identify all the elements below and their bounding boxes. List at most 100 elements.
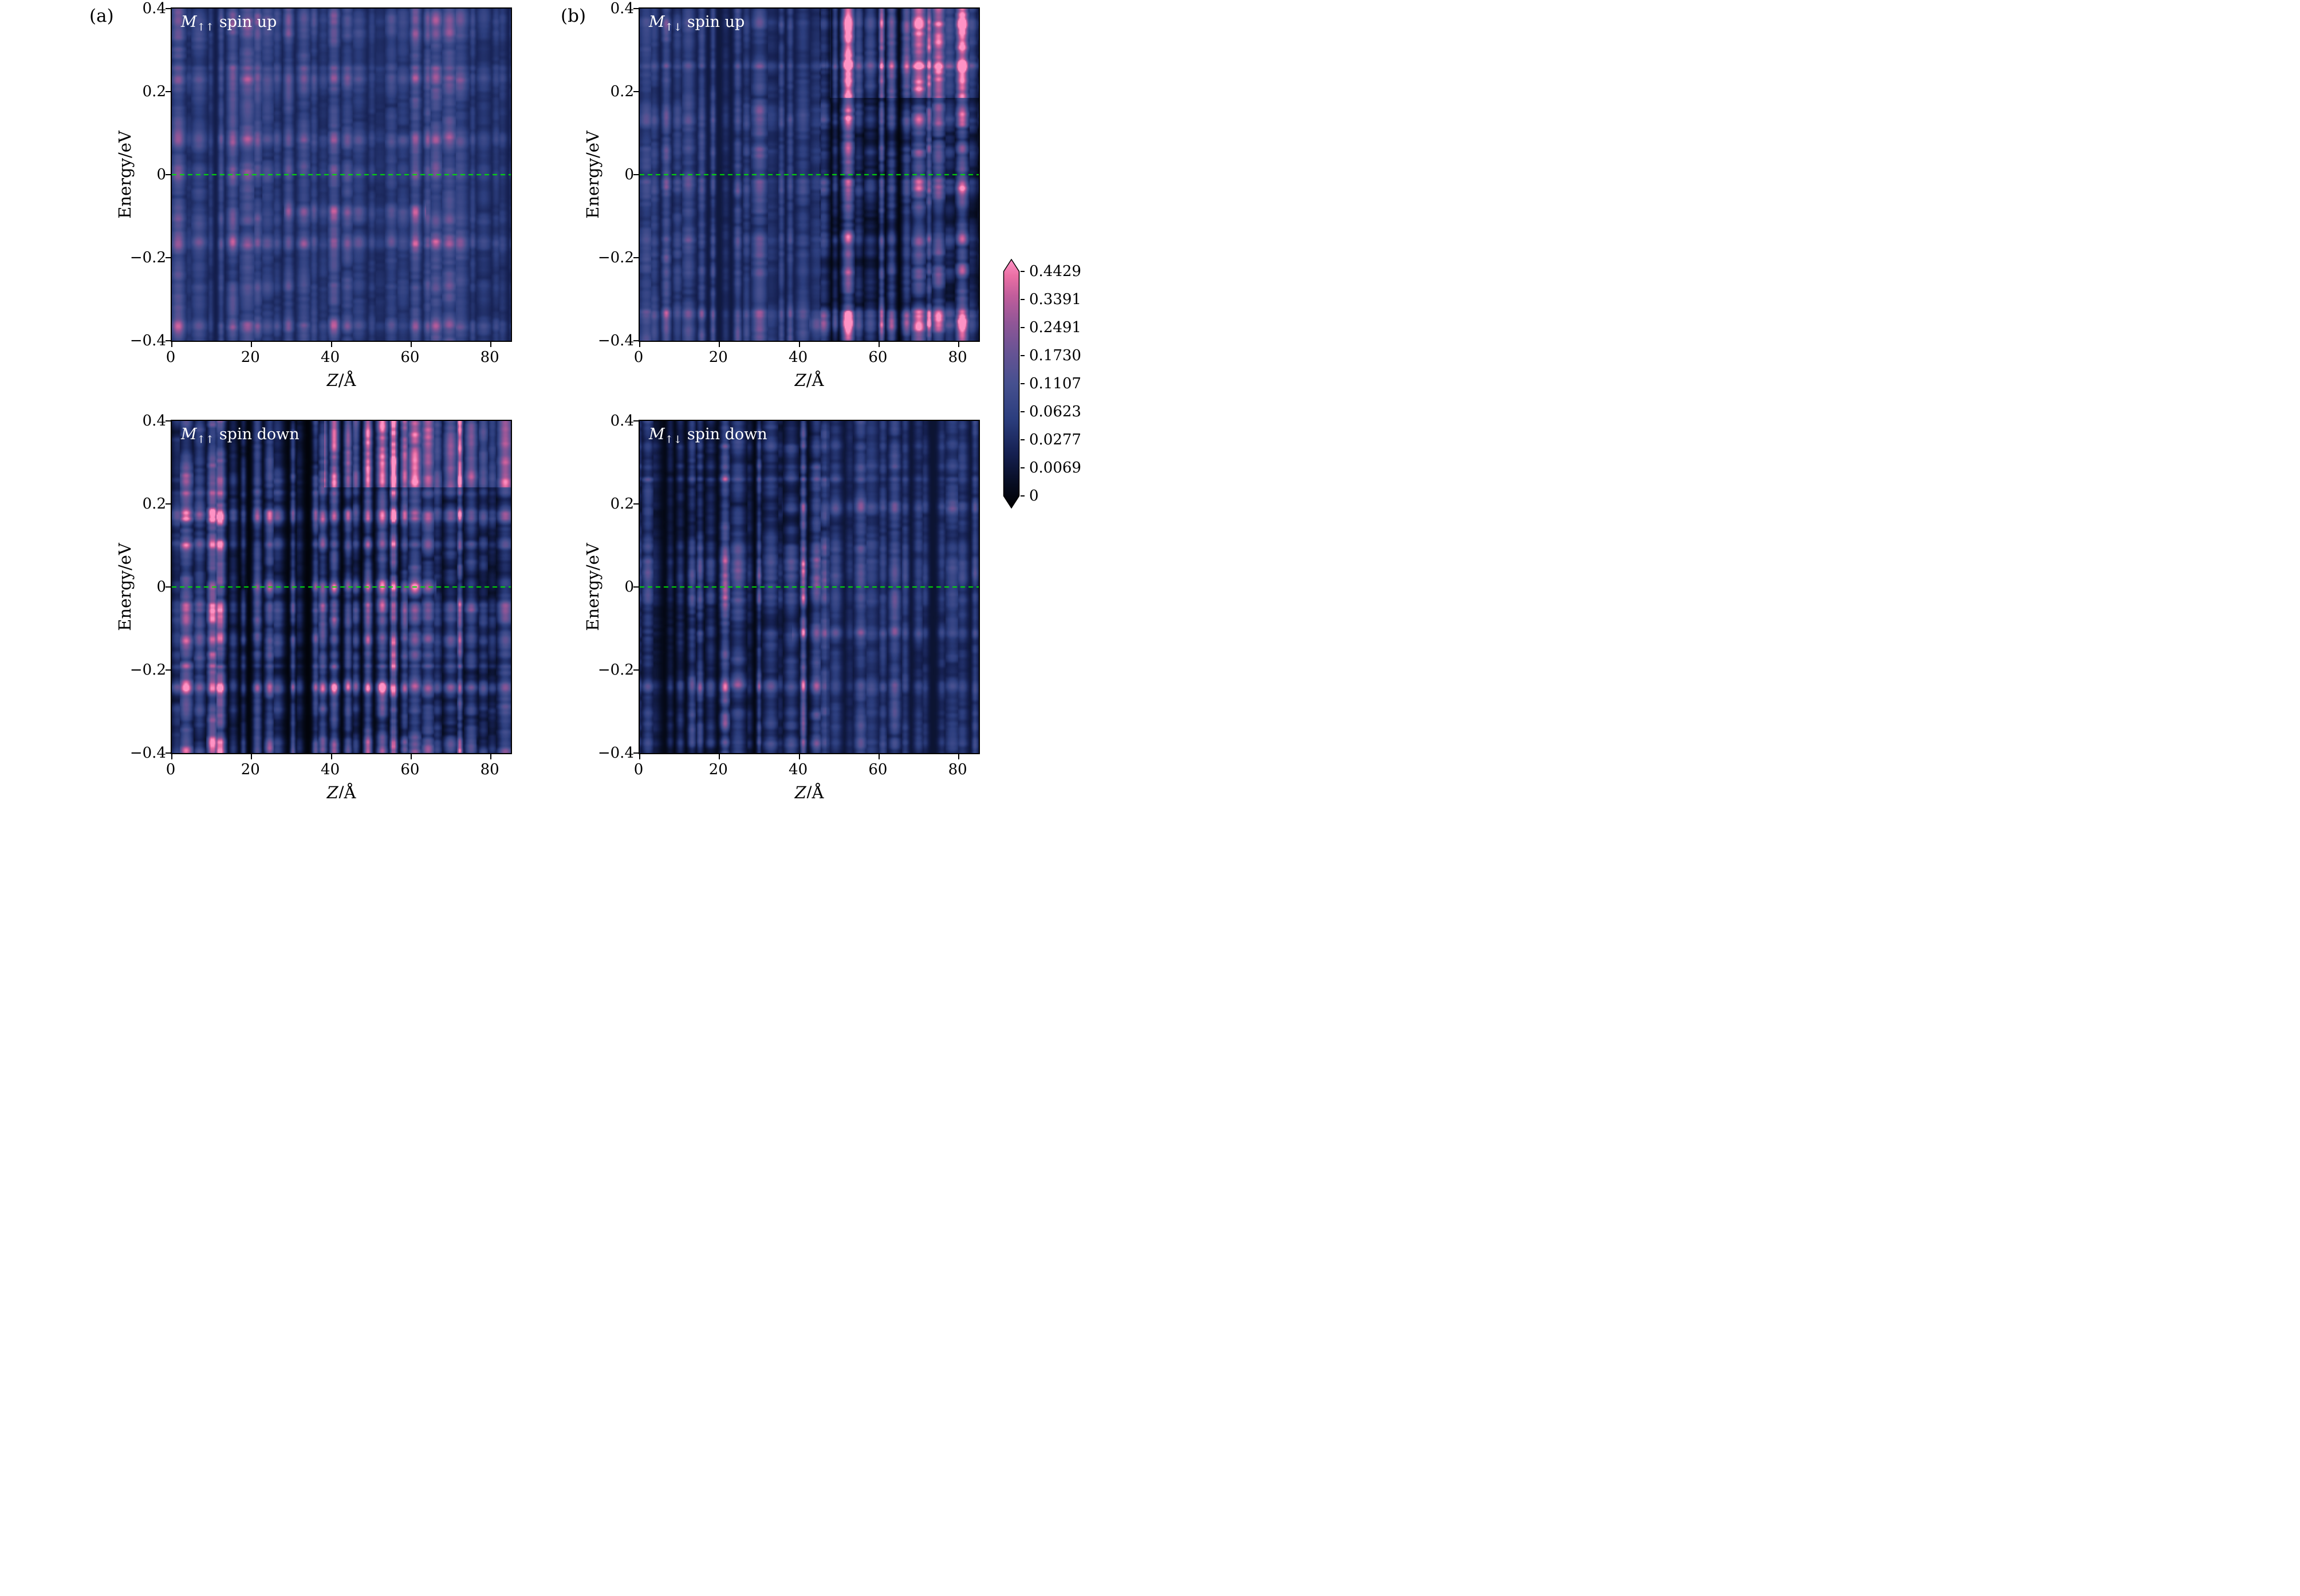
colorbar-tick-mark	[1021, 327, 1025, 328]
y-tick-labels: 0.4 0.2 0 −0.2 −0.4	[596, 0, 634, 349]
y-tick-label: −0.4	[597, 332, 634, 349]
x-tick-label: 20	[241, 761, 260, 778]
y-tick-label: −0.2	[597, 249, 634, 266]
panel-b-bottom: Energy/eV 0.4 0.2 0 −0.2 −0.4 M↑↓ spin down 0…	[581, 412, 982, 798]
colorbar-tick-mark	[1021, 467, 1025, 468]
x-axis-label: Z/Å	[794, 783, 824, 798]
heatmap-plot-b-top: M↑↓ spin up	[633, 7, 980, 347]
y-tick-mark	[166, 752, 171, 754]
x-tick-mark	[798, 342, 800, 347]
y-tick-mark	[166, 174, 171, 175]
x-tick-label: 40	[321, 349, 340, 366]
y-tick-mark	[633, 752, 639, 754]
colorbar-tick-label: 0.3391	[1029, 291, 1081, 308]
panel-title: M↑↑ spin up	[181, 13, 277, 33]
y-tick-label: −0.2	[129, 249, 166, 266]
colorbar-tick-label: 0.1107	[1029, 375, 1081, 392]
colorbar-tick-mark	[1021, 299, 1025, 300]
y-tick-mark	[166, 257, 171, 258]
y-tick-mark	[166, 340, 171, 341]
y-tick-label: −0.2	[129, 661, 166, 679]
x-tick-mark	[490, 754, 492, 759]
y-tick-mark	[166, 503, 171, 505]
y-tick-label: −0.4	[129, 744, 166, 762]
heatmap-canvas	[172, 9, 511, 341]
x-tick-mark	[958, 754, 960, 759]
x-tick-mark	[719, 342, 720, 347]
y-tick-label: 0	[156, 166, 166, 183]
y-tick-mark	[166, 91, 171, 92]
x-tick-mark	[719, 754, 720, 759]
x-tick-label: 80	[948, 349, 967, 366]
y-tick-labels: 0.4 0.2 0 −0.2 −0.4	[128, 412, 166, 762]
panel-title: M↑↓ spin up	[649, 13, 745, 34]
x-tick-mark	[639, 754, 640, 759]
title-subscript: ↑↓	[664, 21, 682, 34]
colorbar: 0.4429 0.3391 0.2491 0.1730 0.1107 0.0623 0.02…	[1003, 258, 1106, 509]
y-tick-label: 0	[624, 166, 634, 183]
y-tick-label: −0.4	[597, 744, 634, 762]
y-tick-label: 0.2	[610, 495, 634, 513]
x-tick-label: 60	[400, 349, 420, 366]
x-tick-label: 20	[241, 349, 260, 366]
heatmap-plot-b-bottom: M↑↓ spin down	[633, 420, 980, 759]
y-tick-label: 0	[156, 578, 166, 596]
y-tick-mark	[633, 91, 639, 92]
x-tick-label: 0	[166, 761, 176, 778]
panel-b-top: Energy/eV 0.4 0.2 0 −0.2 −0.4 M↑↓ spin up 0 20…	[581, 0, 982, 411]
y-tick-mark	[633, 8, 639, 9]
x-tick-label: 80	[480, 349, 499, 366]
colorbar-tick-mark	[1021, 271, 1025, 272]
x-tick-label: 80	[480, 761, 499, 778]
y-tick-mark	[633, 669, 639, 671]
y-tick-label: 0.4	[142, 412, 166, 429]
x-axis-label: Z/Å	[794, 371, 824, 390]
panel-title: M↑↑ spin down	[181, 425, 300, 446]
title-text: spin down	[687, 425, 767, 443]
y-tick-mark	[633, 420, 639, 421]
y-tick-label: 0.2	[610, 83, 634, 100]
y-tick-mark	[166, 669, 171, 671]
heatmap-canvas	[172, 421, 511, 753]
x-tick-labels: 0 20 40 60 80	[634, 346, 980, 366]
x-tick-labels: 0 20 40 60 80	[166, 346, 512, 366]
heatmap-plot-a-top: M↑↑ spin up	[166, 7, 512, 347]
x-tick-label: 0	[166, 349, 176, 366]
title-subscript: ↑↑	[196, 434, 214, 446]
colorbar-tick-label: 0.0277	[1029, 431, 1081, 448]
heatmap-canvas	[640, 9, 979, 341]
panel-label-b: (b)	[561, 6, 586, 26]
panel-title: M↑↓ spin down	[649, 425, 767, 446]
y-tick-label: 0.4	[142, 0, 166, 17]
y-tick-mark	[633, 257, 639, 258]
x-tick-mark	[410, 754, 412, 759]
title-text: spin down	[219, 425, 300, 443]
x-tick-labels: 0 20 40 60 80	[634, 759, 980, 778]
y-tick-label: 0.4	[610, 412, 634, 429]
x-tick-label: 0	[633, 761, 644, 778]
title-subscript: ↑↓	[664, 434, 682, 446]
title-text: spin up	[687, 13, 745, 31]
y-tick-mark	[633, 503, 639, 505]
colorbar-tick-mark	[1021, 411, 1025, 412]
colorbar-tick-mark	[1021, 383, 1025, 384]
y-tick-label: 0.2	[142, 495, 166, 513]
x-tick-mark	[330, 342, 332, 347]
y-tick-mark	[633, 174, 639, 175]
colorbar-tick-label: 0	[1029, 487, 1039, 505]
x-axis-label: Z/Å	[326, 371, 356, 390]
x-tick-mark	[878, 342, 880, 347]
title-symbol: M	[181, 13, 197, 31]
x-tick-label: 60	[868, 761, 888, 778]
x-tick-mark	[171, 342, 172, 347]
y-tick-mark	[633, 586, 639, 588]
x-tick-mark	[878, 754, 880, 759]
title-symbol: M	[649, 13, 665, 31]
y-tick-mark	[166, 586, 171, 588]
x-tick-label: 80	[948, 761, 967, 778]
title-symbol: M	[649, 425, 665, 443]
panel-a-top: Energy/eV 0.4 0.2 0 −0.2 −0.4 M↑↑ spin up 0 20…	[113, 0, 514, 411]
x-tick-mark	[410, 342, 412, 347]
x-tick-labels: 0 20 40 60 80	[166, 759, 512, 778]
title-symbol: M	[181, 425, 197, 443]
